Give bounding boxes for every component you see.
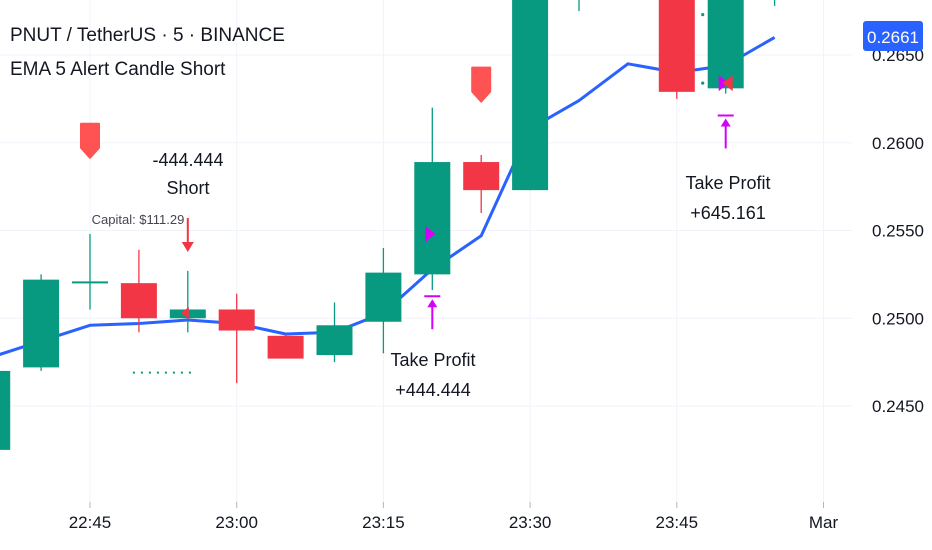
candle — [72, 234, 108, 310]
indicator-title[interactable]: EMA 5 Alert Candle Short — [10, 59, 226, 80]
time-tick-label: 23:00 — [215, 513, 258, 532]
candle-body — [0, 370, 11, 450]
alert-flag-marker — [80, 122, 100, 159]
last-price-label: 0.2661 — [867, 28, 919, 47]
candle-body — [658, 0, 695, 92]
candle — [316, 302, 353, 363]
time-tick-label: 22:45 — [69, 513, 112, 532]
candle-body — [218, 309, 255, 331]
candle — [707, 0, 744, 94]
markers-layer — [80, 13, 734, 374]
candle — [0, 370, 11, 450]
candle-body — [414, 162, 451, 275]
take-profit-2-label: Take Profit — [685, 173, 770, 193]
short-label: Short — [166, 178, 209, 198]
candle-body — [365, 272, 402, 322]
alert-flag-marker — [471, 66, 492, 103]
candle — [267, 334, 304, 359]
candle — [773, 0, 776, 6]
candle — [658, 0, 695, 99]
candle — [463, 155, 500, 213]
candle-body — [120, 283, 157, 319]
price-tick-label: 0.2450 — [872, 397, 924, 416]
candle-body — [72, 281, 108, 284]
candle — [23, 274, 60, 371]
price-tick-label: 0.2550 — [872, 222, 924, 241]
candle — [218, 293, 255, 384]
time-axis[interactable]: 22:45 23:00 23:15 23:30 23:45 Mar — [69, 502, 839, 532]
take-profit-2-value: +645.161 — [690, 203, 766, 223]
candle — [365, 248, 402, 354]
candle-body — [707, 0, 744, 89]
candle-body — [316, 325, 353, 356]
time-tick-label: 23:15 — [362, 513, 405, 532]
last-price-badge: 0.2661 — [863, 21, 923, 51]
signal-triangle — [425, 226, 436, 243]
signal-dot — [701, 81, 705, 85]
price-tick-label: 0.2500 — [872, 309, 924, 328]
symbol-title[interactable]: PNUT / TetherUS · 5 · BINANCE — [10, 25, 285, 46]
candle — [120, 249, 157, 333]
candle-body — [512, 0, 549, 191]
price-tick-label: 0.2600 — [872, 134, 924, 153]
candle — [414, 107, 451, 291]
candle-body — [23, 279, 60, 368]
candle — [169, 270, 206, 333]
candle-body — [267, 335, 304, 359]
short-arrow-head — [181, 241, 194, 252]
candle-body — [463, 162, 500, 191]
candle — [512, 0, 549, 191]
signal-triangle — [722, 75, 733, 92]
take-profit-arrow-head — [720, 118, 731, 127]
take-profit-1-value: +444.444 — [395, 380, 471, 400]
take-profit-arrow-head — [427, 299, 438, 308]
time-tick-label: 23:45 — [656, 513, 699, 532]
time-tick-label: 23:30 — [509, 513, 552, 532]
time-tick-label: Mar — [809, 513, 839, 532]
capital-label: Capital: $111.29 — [92, 212, 185, 227]
short-entry-triangle — [180, 306, 189, 319]
short-value: -444.444 — [152, 150, 223, 170]
candle — [578, 0, 580, 12]
signal-dot — [701, 13, 705, 17]
take-profit-1-label: Take Profit — [390, 350, 475, 370]
